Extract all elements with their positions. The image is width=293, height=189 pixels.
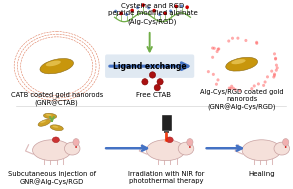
Ellipse shape — [142, 79, 148, 85]
Ellipse shape — [147, 6, 150, 9]
Ellipse shape — [130, 9, 134, 12]
Ellipse shape — [43, 113, 57, 119]
Ellipse shape — [52, 125, 58, 128]
Ellipse shape — [264, 81, 267, 84]
Ellipse shape — [266, 75, 269, 78]
Ellipse shape — [274, 57, 277, 61]
Ellipse shape — [274, 57, 277, 60]
Ellipse shape — [38, 119, 51, 126]
FancyBboxPatch shape — [105, 54, 194, 78]
Ellipse shape — [33, 140, 71, 161]
Text: Ligand exchange: Ligand exchange — [113, 62, 186, 71]
Ellipse shape — [50, 125, 63, 131]
Ellipse shape — [229, 87, 232, 90]
Text: Healing: Healing — [248, 171, 275, 177]
Ellipse shape — [242, 140, 281, 161]
Ellipse shape — [255, 42, 258, 45]
Text: Subcutaneous injection of
GNR@Alg-Cys/RGD: Subcutaneous injection of GNR@Alg-Cys/RG… — [8, 171, 96, 185]
Ellipse shape — [180, 5, 183, 8]
Ellipse shape — [273, 52, 276, 55]
Ellipse shape — [231, 37, 234, 40]
Ellipse shape — [163, 12, 167, 15]
Ellipse shape — [152, 9, 156, 12]
Ellipse shape — [257, 82, 260, 85]
Ellipse shape — [236, 37, 239, 40]
Ellipse shape — [232, 87, 235, 90]
Bar — [164, 130, 169, 133]
Ellipse shape — [52, 137, 59, 143]
Ellipse shape — [64, 142, 80, 155]
Ellipse shape — [212, 73, 215, 76]
Bar — [162, 115, 171, 130]
Text: Free CTAB: Free CTAB — [136, 92, 171, 98]
Ellipse shape — [273, 73, 276, 76]
Ellipse shape — [253, 84, 256, 88]
Ellipse shape — [46, 60, 61, 66]
Ellipse shape — [211, 56, 214, 59]
Ellipse shape — [40, 59, 74, 74]
Ellipse shape — [46, 114, 52, 116]
Ellipse shape — [262, 84, 265, 87]
Ellipse shape — [285, 146, 287, 148]
Ellipse shape — [114, 10, 117, 13]
Ellipse shape — [154, 84, 160, 91]
Ellipse shape — [217, 48, 219, 51]
Ellipse shape — [185, 5, 189, 9]
Ellipse shape — [217, 47, 220, 50]
Ellipse shape — [73, 139, 79, 146]
Ellipse shape — [274, 142, 289, 155]
Ellipse shape — [226, 57, 258, 71]
Ellipse shape — [166, 137, 173, 143]
Ellipse shape — [169, 9, 172, 13]
Ellipse shape — [238, 89, 241, 92]
Ellipse shape — [272, 75, 275, 79]
Ellipse shape — [228, 87, 231, 90]
Ellipse shape — [211, 46, 214, 50]
Ellipse shape — [275, 64, 278, 67]
Ellipse shape — [275, 69, 278, 72]
Ellipse shape — [234, 88, 237, 91]
Ellipse shape — [276, 66, 279, 69]
Ellipse shape — [213, 47, 216, 50]
Ellipse shape — [250, 87, 253, 90]
Ellipse shape — [273, 74, 276, 77]
Ellipse shape — [75, 146, 77, 148]
Ellipse shape — [119, 12, 123, 15]
Ellipse shape — [282, 139, 289, 146]
Ellipse shape — [158, 13, 161, 16]
Ellipse shape — [40, 120, 46, 123]
Ellipse shape — [189, 146, 191, 148]
Ellipse shape — [255, 41, 258, 44]
Ellipse shape — [230, 85, 233, 88]
Ellipse shape — [146, 140, 185, 161]
Ellipse shape — [227, 40, 230, 43]
Ellipse shape — [157, 79, 163, 85]
Ellipse shape — [178, 142, 194, 155]
Ellipse shape — [215, 83, 218, 86]
Text: Cysteine and RGD
peptide modified alginate
(Alg-Cys/RGD): Cysteine and RGD peptide modified algina… — [108, 3, 197, 25]
Ellipse shape — [217, 78, 219, 81]
Ellipse shape — [216, 50, 219, 53]
Ellipse shape — [187, 139, 193, 146]
Ellipse shape — [125, 13, 128, 16]
Text: Irradiation with NIR for
photothermal therapy: Irradiation with NIR for photothermal th… — [127, 171, 204, 184]
Ellipse shape — [207, 70, 210, 73]
Ellipse shape — [270, 70, 273, 73]
Text: CATB coated gold nanorods
(GNR@CTAB): CATB coated gold nanorods (GNR@CTAB) — [11, 92, 103, 107]
Ellipse shape — [141, 3, 145, 7]
Ellipse shape — [149, 72, 156, 78]
Ellipse shape — [231, 59, 246, 64]
Text: Alg-Cys/RGD coated gold
nanorods
(GNR@Alg-Cys/RGD): Alg-Cys/RGD coated gold nanorods (GNR@Al… — [200, 89, 283, 111]
Ellipse shape — [174, 5, 178, 8]
Ellipse shape — [136, 6, 139, 9]
Ellipse shape — [244, 39, 247, 42]
